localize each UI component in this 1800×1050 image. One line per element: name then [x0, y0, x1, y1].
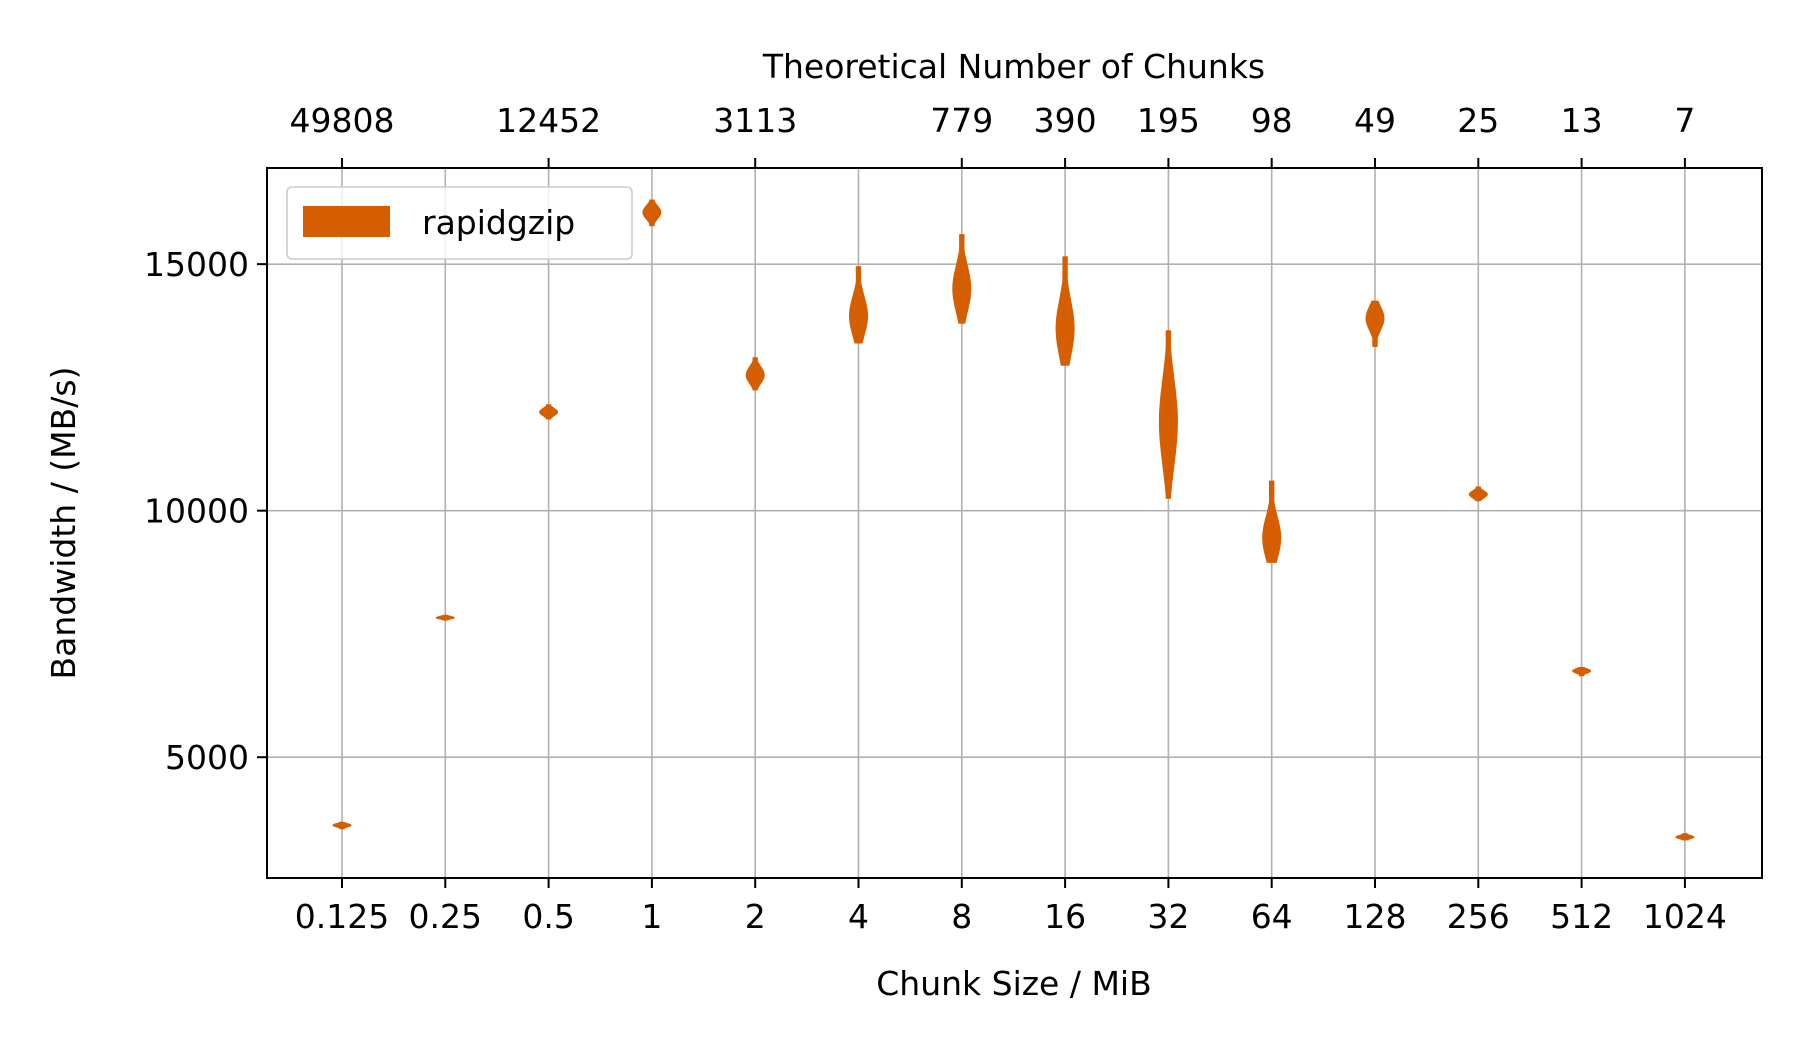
top-x-tick-label: 7 [1674, 101, 1695, 140]
grid-lines [267, 168, 1762, 878]
legend-label: rapidgzip [422, 203, 575, 242]
x-tick-label: 64 [1251, 897, 1293, 936]
top-x-tick-label: 25 [1457, 101, 1499, 140]
violin-128 [1365, 300, 1385, 347]
x-tick-label: 1 [641, 897, 662, 936]
violin-0.5 [539, 404, 559, 420]
x-tick-label: 0.5 [522, 897, 574, 936]
violin-0.25 [435, 614, 455, 621]
plot-frame [266, 167, 1763, 879]
x-tick-label: 32 [1147, 897, 1189, 936]
violin-64 [1262, 480, 1282, 563]
top-x-tick-label: 390 [1034, 101, 1097, 140]
x-tick-label: 128 [1344, 897, 1407, 936]
x-tick-label: 2 [745, 897, 766, 936]
violin-512 [1572, 667, 1592, 677]
violin-4 [849, 266, 868, 344]
legend-box [286, 186, 633, 260]
violin-1024 [1675, 833, 1695, 841]
y-tick-label: 10000 [144, 492, 249, 531]
top-x-tick-label: 98 [1251, 101, 1293, 140]
top-x-axis-title: Theoretical Number of Chunks [762, 47, 1265, 86]
top-x-tick-label: 779 [930, 101, 993, 140]
x-tick-label: 4 [848, 897, 869, 936]
y-tick-label: 5000 [165, 738, 249, 777]
x-tick-label: 16 [1044, 897, 1086, 936]
violin-2 [745, 357, 765, 391]
y-tick-label: 15000 [144, 245, 249, 284]
top-x-tick-label: 49 [1354, 101, 1396, 140]
x-tick-label: 512 [1550, 897, 1613, 936]
x-tick-label: 1024 [1643, 897, 1727, 936]
x-axis-title: Chunk Size / MiB [876, 964, 1152, 1003]
legend: rapidgzip [286, 186, 633, 260]
violin-1 [642, 199, 662, 227]
violin-256 [1468, 486, 1488, 502]
x-tick-label: 256 [1447, 897, 1510, 936]
top-x-tick-label: 195 [1137, 101, 1200, 140]
top-x-tick-label: 13 [1561, 101, 1603, 140]
ticks: 0.125 0.25 0.5 1 2 4 8 16 32 64 128 256 512 1024 49808… [144, 101, 1727, 936]
x-tick-label: 0.125 [295, 897, 389, 936]
violin-0.125 [332, 821, 352, 830]
violin-16 [1055, 256, 1075, 366]
legend-swatch [303, 206, 390, 237]
y-axis-title: Bandwidth / (MB/s) [44, 367, 83, 680]
x-tick-label: 8 [951, 897, 972, 936]
top-x-tick-label: 49808 [290, 101, 395, 140]
violin-32 [1158, 330, 1178, 499]
top-x-tick-label: 3113 [713, 101, 797, 140]
violin-8 [952, 234, 972, 324]
x-tick-label: 0.25 [409, 897, 482, 936]
top-x-tick-label: 12452 [496, 101, 601, 140]
violins [332, 199, 1695, 841]
